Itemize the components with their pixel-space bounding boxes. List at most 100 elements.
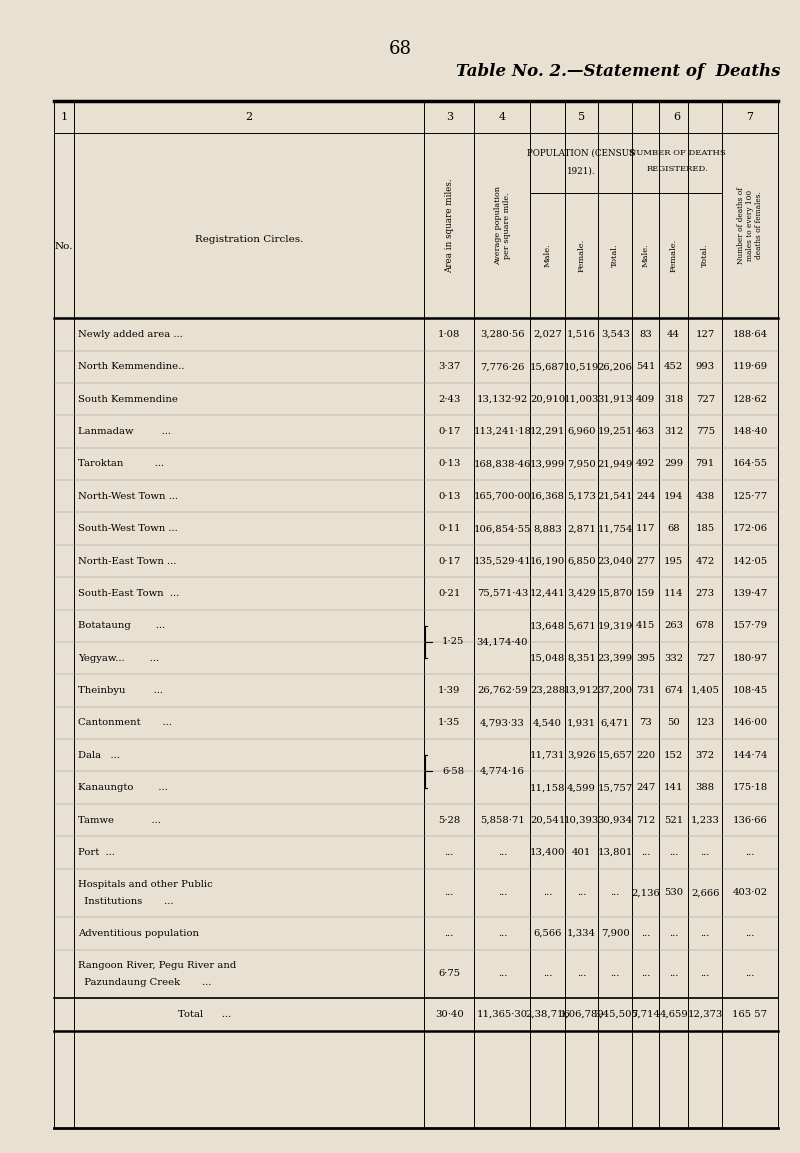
Text: 1·35: 1·35	[438, 718, 460, 728]
Text: 19,251: 19,251	[598, 427, 633, 436]
Text: 5,173: 5,173	[567, 492, 596, 500]
Text: 1·08: 1·08	[438, 330, 460, 339]
Text: 438: 438	[695, 492, 715, 500]
Text: 678: 678	[696, 621, 714, 631]
Text: 263: 263	[664, 621, 683, 631]
Text: 1,06,789: 1,06,789	[559, 1010, 604, 1019]
Text: ...: ...	[577, 970, 586, 979]
Text: 1: 1	[61, 112, 67, 122]
Text: 0·17: 0·17	[438, 427, 460, 436]
Text: 299: 299	[664, 459, 683, 468]
Text: 11,158: 11,158	[530, 783, 566, 792]
Text: ...: ...	[701, 929, 710, 937]
Text: 26,762·59: 26,762·59	[477, 686, 528, 695]
Text: 20,910: 20,910	[530, 394, 566, 404]
Text: 727: 727	[696, 394, 714, 404]
Text: Yegyaw...        ...: Yegyaw... ...	[78, 654, 159, 663]
Text: Theinbyu         ...: Theinbyu ...	[78, 686, 163, 695]
Text: 11,003: 11,003	[564, 394, 599, 404]
Text: Average population
per square mile.: Average population per square mile.	[494, 186, 511, 265]
Text: 220: 220	[636, 751, 655, 760]
Text: Area in square miles.: Area in square miles.	[445, 178, 454, 273]
Text: 15,657: 15,657	[598, 751, 633, 760]
Text: ...: ...	[669, 847, 678, 857]
Text: 113,241·18: 113,241·18	[474, 427, 531, 436]
Text: 119·69: 119·69	[733, 362, 767, 371]
Text: 144·74: 144·74	[732, 751, 768, 760]
Text: 1921).: 1921).	[567, 166, 595, 175]
Text: 31,913: 31,913	[598, 394, 633, 404]
Text: 16,368: 16,368	[530, 492, 565, 500]
Text: 4,599: 4,599	[567, 783, 596, 792]
Text: 401: 401	[572, 847, 591, 857]
Text: 7,950: 7,950	[567, 459, 596, 468]
Text: 993: 993	[696, 362, 714, 371]
Text: 148·40: 148·40	[732, 427, 768, 436]
Text: ...: ...	[610, 889, 620, 897]
Text: 0·13: 0·13	[438, 492, 460, 500]
Text: 16,190: 16,190	[530, 557, 566, 566]
Text: 318: 318	[664, 394, 683, 404]
Text: 5,858·71: 5,858·71	[480, 815, 525, 824]
Text: 21,541: 21,541	[598, 492, 633, 500]
Text: 136·66: 136·66	[733, 815, 767, 824]
Text: 8,883: 8,883	[534, 525, 562, 533]
Text: 1,516: 1,516	[567, 330, 596, 339]
Text: 395: 395	[636, 654, 655, 663]
Text: ...: ...	[543, 889, 552, 897]
Text: 157·79: 157·79	[733, 621, 767, 631]
Text: 13,400: 13,400	[530, 847, 566, 857]
Text: 1,233: 1,233	[690, 815, 720, 824]
Text: 11,731: 11,731	[530, 751, 566, 760]
Text: 3,543: 3,543	[601, 330, 630, 339]
Text: 403·02: 403·02	[733, 889, 767, 897]
Text: ...: ...	[746, 929, 754, 937]
Text: 12,373: 12,373	[687, 1010, 723, 1019]
Text: 2,38,716: 2,38,716	[526, 1010, 570, 1019]
Text: Female.: Female.	[578, 239, 586, 272]
Text: 26,206: 26,206	[598, 362, 633, 371]
Text: 2,027: 2,027	[534, 330, 562, 339]
Text: 1,405: 1,405	[690, 686, 720, 695]
Text: 83: 83	[639, 330, 652, 339]
Text: 125·77: 125·77	[733, 492, 767, 500]
Text: 4,774·16: 4,774·16	[480, 767, 525, 776]
Text: 164·55: 164·55	[733, 459, 767, 468]
Text: 521: 521	[664, 815, 683, 824]
Text: Institutions       ...: Institutions ...	[78, 897, 174, 906]
Text: Total      ...: Total ...	[178, 1010, 231, 1019]
Text: 19,319: 19,319	[598, 621, 633, 631]
Text: Port  ...: Port ...	[78, 847, 115, 857]
Text: 6,850: 6,850	[567, 557, 596, 566]
Text: 7: 7	[746, 112, 754, 122]
Text: Tamwe            ...: Tamwe ...	[78, 815, 162, 824]
Text: 34,174·40: 34,174·40	[477, 638, 528, 647]
Text: ...: ...	[577, 889, 586, 897]
Text: 13,912: 13,912	[564, 686, 599, 695]
Text: 8,351: 8,351	[567, 654, 596, 663]
Text: 5: 5	[578, 112, 585, 122]
Text: South-West Town ...: South-West Town ...	[78, 525, 178, 533]
Text: 12,291: 12,291	[530, 427, 566, 436]
Text: ...: ...	[498, 889, 507, 897]
Text: 0·21: 0·21	[438, 589, 460, 598]
Text: 13,132·92: 13,132·92	[477, 394, 528, 404]
Text: Total.: Total.	[701, 243, 709, 267]
Text: 13,999: 13,999	[530, 459, 566, 468]
Text: North Kemmendine..: North Kemmendine..	[78, 362, 185, 371]
Text: ...: ...	[498, 970, 507, 979]
Text: 452: 452	[664, 362, 683, 371]
Text: 6,471: 6,471	[601, 718, 630, 728]
Text: Kanaungto        ...: Kanaungto ...	[78, 783, 168, 792]
Text: Lanmadaw         ...: Lanmadaw ...	[78, 427, 171, 436]
Text: 0·13: 0·13	[438, 459, 460, 468]
Text: 2,666: 2,666	[691, 889, 719, 897]
Text: 312: 312	[664, 427, 683, 436]
Text: 1·25: 1·25	[442, 638, 464, 647]
Text: No.: No.	[54, 242, 74, 250]
Text: 114: 114	[664, 589, 683, 598]
Text: 21,949: 21,949	[598, 459, 633, 468]
Text: 6·75: 6·75	[438, 970, 460, 979]
Text: 2: 2	[246, 112, 252, 122]
Text: Rangoon River, Pegu River and: Rangoon River, Pegu River and	[78, 960, 237, 970]
